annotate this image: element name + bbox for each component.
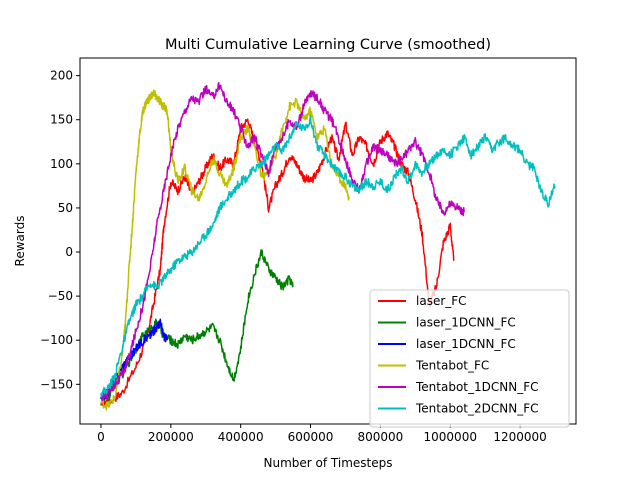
legend-entry: Tentabot_1DCNN_FC [415, 380, 539, 394]
x-tick-label: 400000 [218, 430, 264, 444]
chart-title: Multi Cumulative Learning Curve (smoothe… [165, 37, 491, 53]
y-tick-label: 0 [65, 245, 73, 259]
x-tick-label: 1000000 [424, 430, 477, 444]
plot-area-frame [79, 57, 577, 425]
y-tick-label: 200 [50, 69, 73, 83]
series-line-4 [100, 81, 465, 402]
y-tick-label: 150 [50, 113, 73, 127]
x-tick-label: 600000 [288, 430, 334, 444]
legend-entry: laser_1DCNN_FC [416, 337, 516, 351]
x-axis-title: Number of Timesteps [264, 456, 393, 470]
legend-entry: laser_FC [416, 294, 467, 308]
legend: laser_FC laser_1DCNN_FC laser_1DCNN_FC Tent… [369, 289, 570, 428]
legend-box [369, 289, 570, 428]
y-axis-title: Rewards [13, 216, 27, 267]
legend-entry: laser_1DCNN_FC [416, 316, 516, 330]
x-tick-label: 1200000 [493, 430, 546, 444]
y-tick-label: −50 [48, 289, 73, 303]
legend-entry: Tentabot_2DCNN_FC [415, 402, 539, 416]
y-tick-label: −150 [40, 377, 73, 391]
y-tick-label: 100 [50, 157, 73, 171]
x-tick-label: 0 [97, 430, 105, 444]
series-layer [100, 81, 556, 411]
series-line-5 [100, 114, 556, 398]
y-tick-label: −100 [40, 333, 73, 347]
legend-entry: Tentabot_FC [415, 359, 489, 373]
x-tick-label: 800000 [357, 430, 403, 444]
y-tick-label: 50 [58, 201, 73, 215]
x-tick-label: 200000 [148, 430, 194, 444]
y-axis: −150 −100 −50 0 50 100 150 200 [40, 69, 80, 391]
